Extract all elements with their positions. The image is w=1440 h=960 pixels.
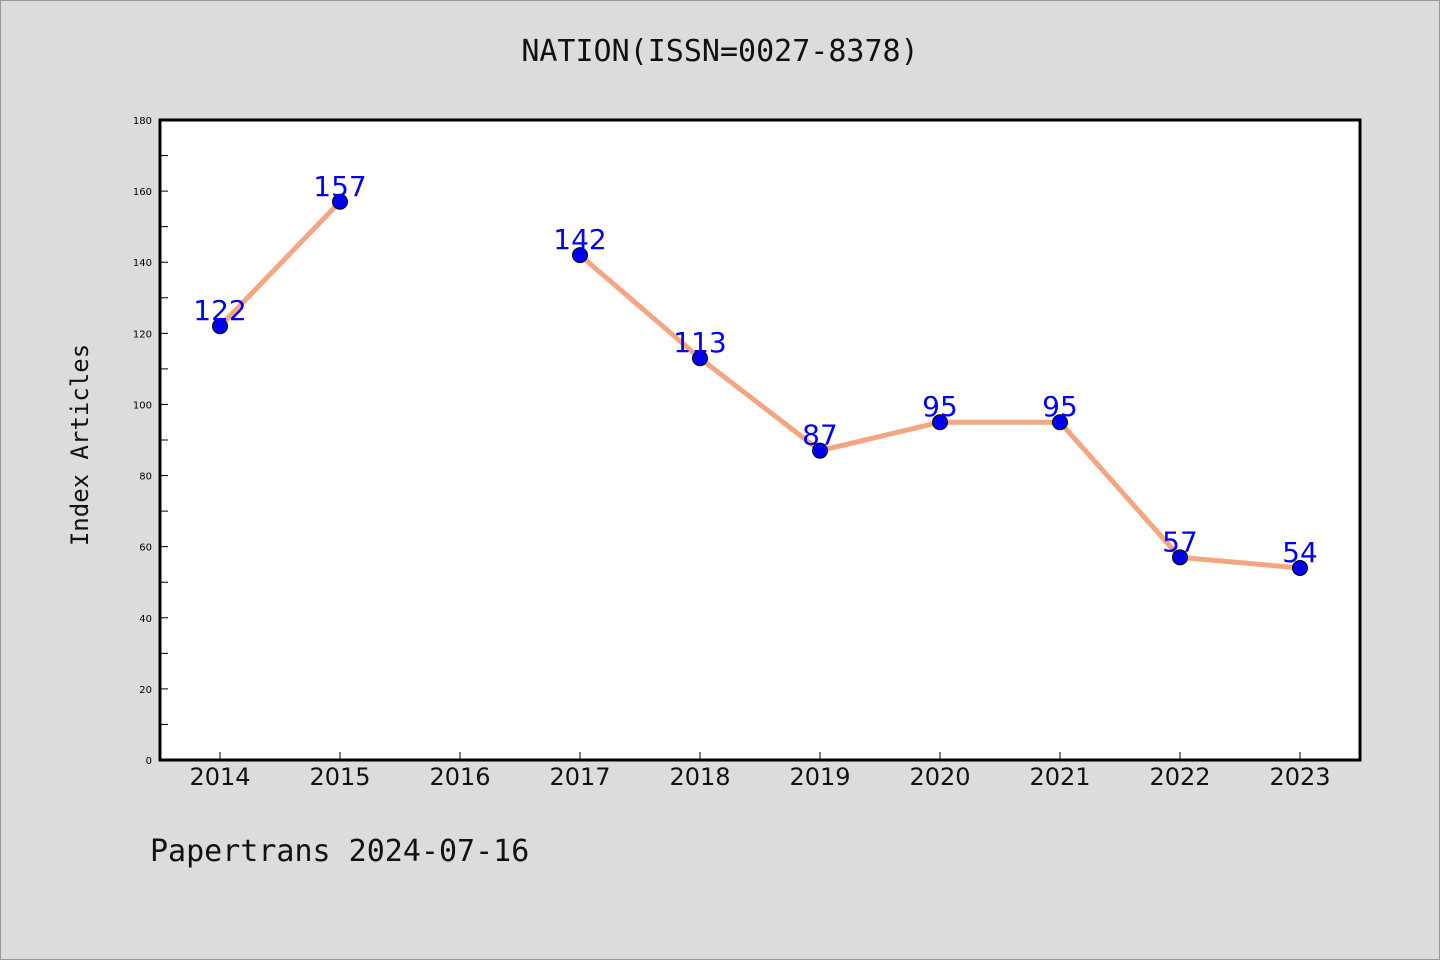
data-point: [1292, 560, 1308, 576]
x-tick-label: 2019: [789, 763, 850, 791]
data-label: 95: [922, 390, 958, 423]
data-point: [212, 318, 228, 335]
data-point: [1052, 414, 1068, 431]
plot-area: [160, 120, 1360, 760]
data-point: [572, 247, 588, 264]
y-tick-label: 60: [139, 543, 152, 554]
data-point: [1172, 549, 1188, 566]
data-label: 122: [193, 294, 246, 327]
data-label: 54: [1282, 536, 1318, 569]
x-tick-label: 2023: [1269, 763, 1330, 791]
y-tick-label: 100: [133, 400, 152, 411]
chart-title: NATION(ISSN=0027-8378): [521, 34, 919, 69]
data-label: 95: [1042, 390, 1078, 423]
y-tick-label: 180: [133, 116, 152, 127]
y-tick-label: 40: [139, 614, 152, 625]
x-tick-label: 2014: [189, 763, 250, 791]
plot-border: [158, 118, 1362, 762]
data-label: 57: [1162, 525, 1198, 558]
y-tick-label: 140: [133, 258, 152, 269]
series-line: [217, 199, 343, 329]
data-label: 142: [553, 223, 606, 256]
data-point: [692, 350, 708, 367]
y-tick-label: 80: [139, 472, 152, 483]
data-label: 157: [313, 170, 366, 203]
footer-text: Papertrans 2024-07-16: [150, 834, 530, 869]
data-point: [332, 193, 348, 210]
x-tick-label: 2022: [1149, 763, 1210, 791]
data-label: 113: [673, 326, 726, 359]
x-tick-label: 2015: [309, 763, 370, 791]
y-tick-label: 120: [133, 329, 152, 340]
data-point: [932, 414, 948, 431]
y-tick-label: 0: [146, 756, 152, 767]
x-tick-label: 2016: [429, 763, 490, 791]
y-tick-label: 160: [133, 187, 152, 198]
data-point: [812, 442, 828, 459]
x-tick-label: 2017: [549, 763, 610, 791]
x-tick-label: 2018: [669, 763, 730, 791]
y-tick-label: 20: [139, 685, 152, 696]
x-tick-label: 2020: [909, 763, 970, 791]
x-tick-label: 2021: [1029, 763, 1090, 791]
data-label: 87: [802, 419, 838, 452]
